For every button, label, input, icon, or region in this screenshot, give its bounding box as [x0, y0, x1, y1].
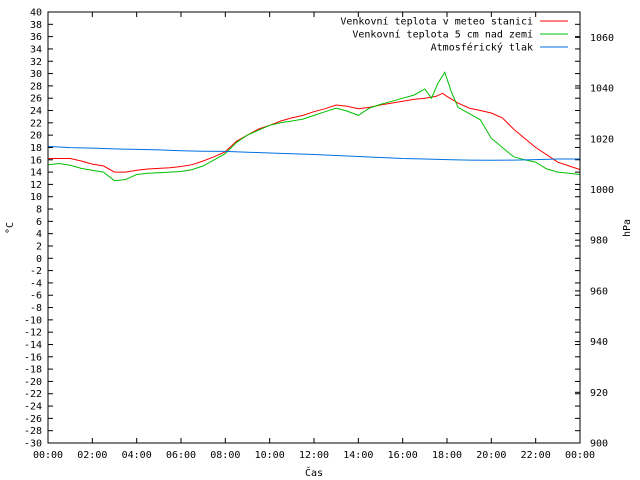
left-tick-label: 34 — [30, 44, 42, 55]
left-tick-label: 22 — [30, 118, 42, 129]
x-tick-label: 12:00 — [299, 450, 329, 461]
left-tick-label: -16 — [24, 352, 42, 363]
left-tick-label: 28 — [30, 81, 42, 92]
right-tick-label: 1000 — [590, 185, 614, 196]
x-axis-ticks: 00:00 02:00 04:00 06:00 08:00 10:00 12:00 14:00… — [33, 12, 595, 461]
x-tick-label: 22:00 — [521, 450, 551, 461]
left-tick-label: -2 — [30, 266, 42, 277]
x-tick-label: 14:00 — [343, 450, 373, 461]
left-tick-label: -26 — [24, 414, 42, 425]
left-tick-label: -8 — [30, 303, 42, 314]
left-tick-label: 36 — [30, 32, 42, 43]
left-tick-label: 2 — [36, 241, 42, 252]
right-tick-label: 1060 — [590, 33, 614, 44]
left-tick-label: 8 — [36, 205, 42, 216]
left-tick-label: -22 — [24, 389, 42, 400]
x-axis-label: Čas — [305, 466, 323, 479]
left-tick-label: -30 — [24, 439, 42, 450]
left-tick-label: 32 — [30, 57, 42, 68]
left-tick-label: 16 — [30, 155, 42, 166]
right-axis-ticks: 1060 1040 1020 1000 980 960 940 920 900 — [575, 33, 614, 450]
right-tick-label: 980 — [590, 236, 608, 247]
x-tick-label: 18:00 — [432, 450, 462, 461]
left-tick-label: -12 — [24, 328, 42, 339]
left-tick-label: -28 — [24, 426, 42, 437]
left-tick-label: 6 — [36, 217, 42, 228]
series-lines — [47, 71, 581, 182]
left-tick-label: -18 — [24, 365, 42, 376]
left-tick-label: 0 — [36, 254, 42, 265]
series-line-0 — [48, 92, 581, 173]
right-tick-label: 1040 — [590, 84, 614, 95]
left-tick-label: 26 — [30, 94, 42, 105]
right-tick-label: 940 — [590, 337, 608, 348]
series-line-1 — [47, 71, 581, 182]
left-tick-label: 12 — [30, 180, 42, 191]
right-tick-label: 1020 — [590, 134, 614, 145]
right-tick-label: 920 — [590, 388, 608, 399]
x-tick-label: 04:00 — [122, 450, 152, 461]
x-tick-label: 00:00 — [565, 450, 595, 461]
left-tick-label: 38 — [30, 20, 42, 31]
legend-label: Venkovní teplota 5 cm nad zemí — [352, 29, 533, 41]
x-tick-label: 00:00 — [33, 450, 63, 461]
left-tick-label: -14 — [24, 340, 42, 351]
left-axis-ticks: 4038363432302826242220181614121086420-2-… — [24, 8, 580, 450]
x-tick-label: 06:00 — [166, 450, 196, 461]
left-tick-label: -4 — [30, 278, 42, 289]
left-tick-label: -10 — [24, 315, 42, 326]
y2-axis-label: hPa — [622, 219, 633, 237]
left-tick-label: 14 — [30, 168, 42, 179]
right-tick-label: 900 — [590, 439, 608, 450]
plot-frame — [47, 11, 581, 444]
x-tick-label: 08:00 — [210, 450, 240, 461]
x-tick-label: 20:00 — [476, 450, 506, 461]
left-tick-label: 24 — [30, 106, 42, 117]
left-tick-label: -24 — [24, 402, 42, 413]
series-line-2 — [47, 145, 580, 161]
legend-label: Venkovní teplota v meteo stanici — [340, 16, 533, 28]
left-tick-label: 10 — [30, 192, 42, 203]
x-tick-label: 16:00 — [388, 450, 418, 461]
right-tick-label: 960 — [590, 286, 608, 297]
legend-label: Atmosférický tlak — [431, 42, 533, 54]
left-tick-label: -20 — [24, 377, 42, 388]
left-tick-label: 4 — [36, 229, 42, 240]
left-tick-label: 20 — [30, 131, 42, 142]
x-tick-label: 02:00 — [77, 450, 107, 461]
left-tick-label: 30 — [30, 69, 42, 80]
left-tick-label: -6 — [30, 291, 42, 302]
legend: Venkovní teplota v meteo staniciVenkovní… — [340, 16, 568, 54]
left-tick-label: 40 — [30, 8, 42, 19]
left-tick-label: 18 — [30, 143, 42, 154]
x-tick-label: 10:00 — [255, 450, 285, 461]
y-axis-label: °C — [5, 222, 16, 234]
